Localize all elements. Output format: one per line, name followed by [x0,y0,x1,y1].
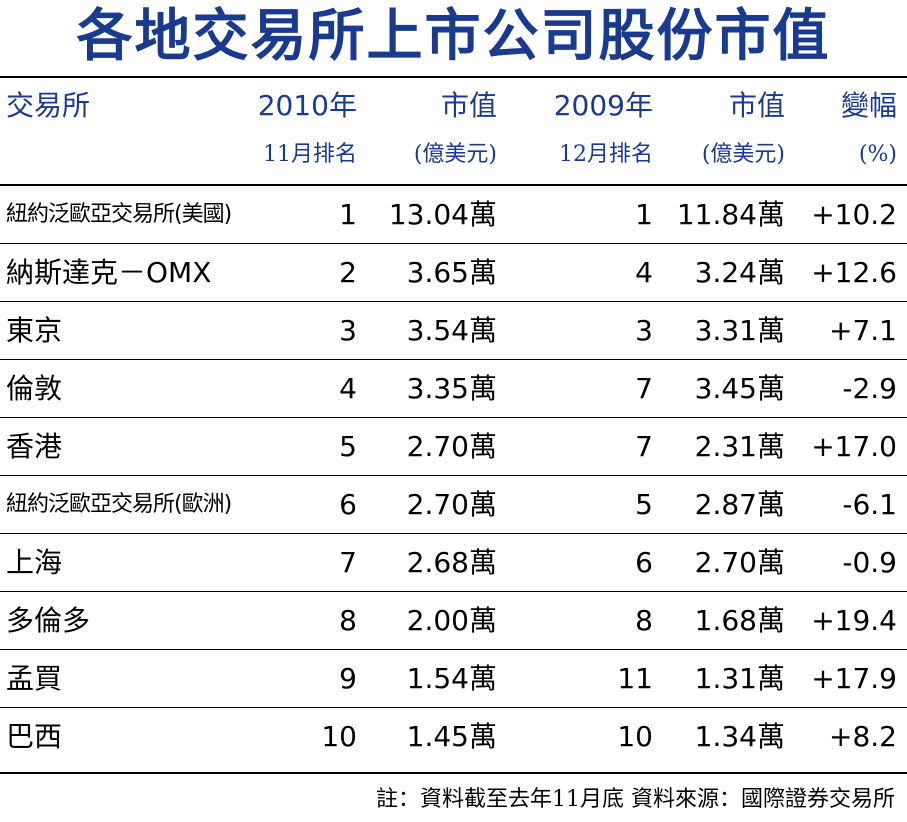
table-row: 上海 7 2.68萬 6 2.70萬 -0.9 [0,534,907,592]
change-cell: +17.0 [811,430,897,463]
rank-2010-cell: 4 [339,372,357,405]
table-row: 倫敦 4 3.35萬 7 3.45萬 -2.9 [0,360,907,418]
rank-2009-cell: 1 [635,198,653,231]
rank-2010-cell: 6 [339,488,357,521]
exchange-name-cell: 倫敦 [6,372,63,405]
row-divider [0,417,907,418]
table-row: 東京 3 3.54萬 3 3.31萬 +7.1 [0,302,907,360]
page-title: 各地交易所上市公司股份市值 [76,4,831,69]
rank-2009-cell: 8 [635,604,653,637]
value-2010-cell: 1.54萬 [406,662,497,695]
value-2009-cell: 3.24萬 [694,256,785,289]
value-2010-cell: 2.00萬 [406,604,497,637]
header-change: 變幅 [840,89,897,122]
top-rule [0,76,907,78]
value-2010-cell: 13.04萬 [388,198,497,231]
rank-2009-cell: 10 [617,720,653,753]
value-2009-cell: 11.84萬 [676,198,785,231]
rank-2009-cell: 7 [635,430,653,463]
change-cell: +12.6 [811,256,897,289]
header-value-2009-sub: (億美元) [701,142,785,167]
table-row: 孟買 9 1.54萬 11 1.31萬 +17.9 [0,650,907,708]
table-row: 納斯達克－OMX 2 3.65萬 4 3.24萬 +12.6 [0,244,907,302]
value-2009-cell: 3.45萬 [694,372,785,405]
exchange-name-cell: 孟買 [6,662,63,695]
value-2009-cell: 1.68萬 [694,604,785,637]
header-rank-2009-sub: 12月排名 [559,142,653,167]
exchange-name-cell: 納斯達克－OMX [6,256,212,289]
value-2010-cell: 3.54萬 [406,314,497,347]
rank-2009-cell: 5 [635,488,653,521]
rank-2009-cell: 3 [635,314,653,347]
change-cell: +8.2 [829,720,897,753]
change-cell: -2.9 [842,372,897,405]
table-row: 紐約泛歐亞交易所(歐洲) 6 2.70萬 5 2.87萬 -6.1 [0,476,907,534]
header-rank-2009: 2009年 [553,89,653,122]
header-rank-2010: 2010年 [257,89,357,122]
change-cell: +17.9 [811,662,897,695]
header-rule [0,184,907,186]
change-cell: +10.2 [811,198,897,231]
value-2010-cell: 2.70萬 [406,430,497,463]
value-2009-cell: 2.87萬 [694,488,785,521]
change-cell: +19.4 [811,604,897,637]
rank-2010-cell: 1 [339,198,357,231]
header-rank-2010-sub: 11月排名 [263,142,357,167]
bottom-rule [0,772,907,774]
table-body: 紐約泛歐亞交易所(美國) 1 13.04萬 1 11.84萬 +10.2 納斯達克－OMX 2… [0,186,907,766]
change-cell: -6.1 [842,488,897,521]
row-divider [0,533,907,534]
value-2009-cell: 1.31萬 [694,662,785,695]
footer-note: 註：資料截至去年11月底 資料來源：國際證券交易所 [376,787,895,812]
header-exchange: 交易所 [6,89,91,122]
exchange-name-cell: 巴西 [6,720,63,753]
header-value-2010-sub: (億美元) [413,142,497,167]
row-divider [0,475,907,476]
row-divider [0,359,907,360]
change-cell: -0.9 [842,546,897,579]
table-row: 巴西 10 1.45萬 10 1.34萬 +8.2 [0,708,907,766]
change-cell: +7.1 [829,314,897,347]
value-2010-cell: 1.45萬 [406,720,497,753]
value-2010-cell: 2.70萬 [406,488,497,521]
rank-2009-cell: 11 [617,662,653,695]
rank-2010-cell: 7 [339,546,357,579]
row-divider [0,591,907,592]
rank-2010-cell: 9 [339,662,357,695]
value-2009-cell: 2.70萬 [694,546,785,579]
exchange-name-cell: 東京 [6,314,63,347]
exchange-name-cell: 上海 [6,546,63,579]
value-2009-cell: 2.31萬 [694,430,785,463]
row-divider [0,649,907,650]
rank-2010-cell: 8 [339,604,357,637]
rank-2009-cell: 4 [635,256,653,289]
exchange-name-cell: 紐約泛歐亞交易所(歐洲) [6,492,232,517]
rank-2010-cell: 5 [339,430,357,463]
rank-2010-cell: 2 [339,256,357,289]
header-value-2010: 市值 [440,89,497,122]
row-divider [0,707,907,708]
rank-2009-cell: 6 [635,546,653,579]
table-row: 多倫多 8 2.00萬 8 1.68萬 +19.4 [0,592,907,650]
value-2010-cell: 3.35萬 [406,372,497,405]
table-row: 紐約泛歐亞交易所(美國) 1 13.04萬 1 11.84萬 +10.2 [0,186,907,244]
value-2009-cell: 3.31萬 [694,314,785,347]
value-2010-cell: 3.65萬 [406,256,497,289]
value-2009-cell: 1.34萬 [694,720,785,753]
table-row: 香港 5 2.70萬 7 2.31萬 +17.0 [0,418,907,476]
exchange-name-cell: 香港 [6,430,63,463]
rank-2009-cell: 7 [635,372,653,405]
row-divider [0,301,907,302]
value-2010-cell: 2.68萬 [406,546,497,579]
exchange-name-cell: 多倫多 [6,604,91,637]
row-divider [0,243,907,244]
rank-2010-cell: 10 [321,720,357,753]
header-value-2009: 市值 [728,89,785,122]
exchange-name-cell: 紐約泛歐亞交易所(美國) [6,202,232,227]
header-change-sub: (%) [858,142,897,167]
rank-2010-cell: 3 [339,314,357,347]
